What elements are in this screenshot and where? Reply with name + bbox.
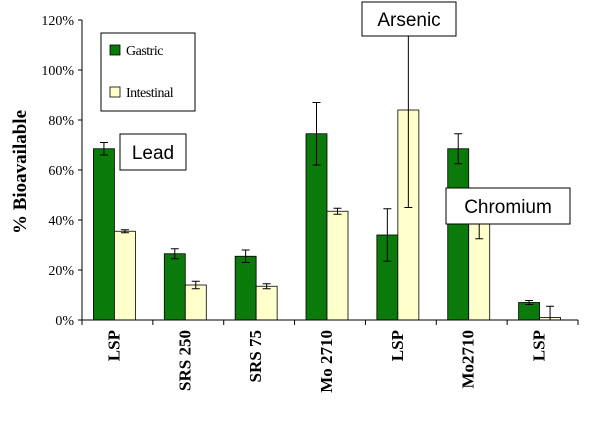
legend-label-intestinal: Intestinal [126,86,174,101]
error-bar-gastric [383,208,392,262]
bar-gastric [93,148,115,321]
legend-swatch-intestinal [109,86,121,98]
x-tick-label: Mo2710 [459,330,478,389]
error-bar-gastric [99,142,108,156]
annotation-lead-text: Lead [132,143,174,164]
annotation-arsenic-box [361,1,457,37]
annotation-arsenic-text: Arsenic [377,10,440,31]
legend: Gastric Intestinal [100,32,196,112]
error-bar-intestinal [333,207,342,215]
error-bar-intestinal [191,280,200,290]
x-tick-label: LSP [104,330,123,361]
bar-gastric [163,253,186,321]
annotation-chromium-box [445,187,571,225]
annotation-chromium-text: Chromium [464,197,552,218]
bar-intestinal [326,210,349,321]
x-tick-label: SRS 75 [246,330,265,382]
annotation-lead-box [119,133,187,171]
error-bar-gastric [312,102,321,166]
bar-intestinal [184,284,207,321]
error-bar-gastric [170,248,179,260]
x-tick-label: LSP [388,330,407,361]
error-bar-gastric [241,249,250,263]
bar-gastric [518,302,540,321]
bar-intestinal [255,285,278,321]
x-tick-label: Mo 2710 [317,330,336,393]
y-tick-label: 40% [48,214,74,229]
error-bar-gastric [525,300,534,305]
x-tick-label: SRS 250 [175,330,194,391]
bar-intestinal [114,230,136,321]
annotation-arsenic: Arsenic [361,1,457,37]
y-tick-label: 0% [55,314,74,329]
error-bar-intestinal [262,283,271,290]
x-tick-label: LSP [530,330,549,361]
legend-label-gastric: Gastric [126,44,163,59]
annotation-lead: Lead [119,133,187,171]
y-tick-label: 60% [48,164,74,179]
annotation-chromium: Chromium [445,187,571,225]
y-tick-label: 80% [48,114,74,129]
y-axis-label: % Bioavailable [10,110,31,234]
error-bar-intestinal [120,229,129,234]
y-tick-label: 120% [41,14,74,29]
bar-gastric [234,255,257,321]
y-tick-label: 100% [41,64,74,79]
error-bar-gastric [454,133,463,165]
legend-swatch-gastric [109,44,121,56]
bar-gastric [447,148,470,321]
y-tick-label: 20% [48,264,74,279]
